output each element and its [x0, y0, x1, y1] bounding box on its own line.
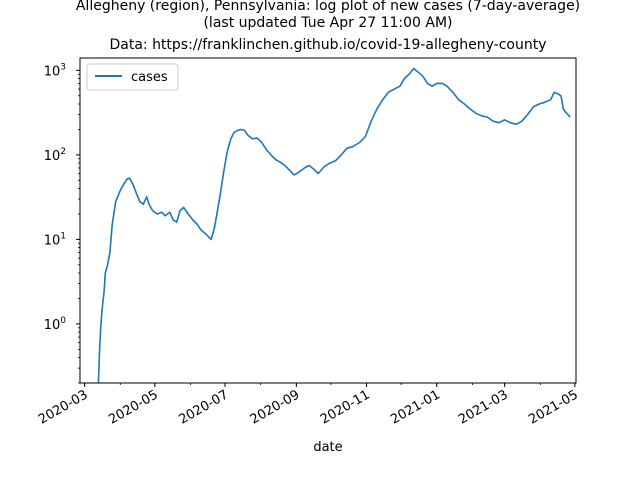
legend-box: [86, 63, 179, 91]
chart-title-line-1: Allegheny (region), Pennsylvania: log pl…: [76, 0, 580, 14]
y-tick-label-1: 100: [44, 316, 67, 333]
plot-frame: [79, 57, 577, 384]
x-axis-label: date: [313, 440, 342, 455]
legend: cases: [86, 63, 179, 91]
y-tick-label-1000: 103: [44, 62, 66, 79]
y-tick-label-100: 102: [44, 147, 66, 164]
series-layer: [97, 67, 571, 384]
chart-title-line-2: (last updated Tue Apr 27 11:00 AM): [203, 15, 452, 31]
chart-title-line-3: Data: https://franklinchen.github.io/cov…: [109, 37, 546, 53]
series-line-cases: [97, 67, 571, 384]
plot-area: 2020-03 2020-05 2020-07 2020-09 2020-11 2021-…: [36, 57, 581, 428]
plot-background: [80, 58, 576, 383]
legend-label-cases: cases: [131, 70, 168, 85]
y-tick-label-10: 101: [44, 231, 66, 248]
